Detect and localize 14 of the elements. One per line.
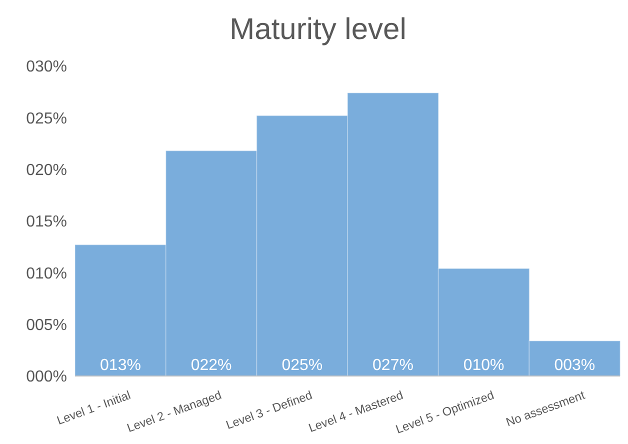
chart-title: Maturity level: [228, 12, 408, 48]
y-tick-label: 010%: [26, 265, 67, 282]
data-label: 010%: [463, 357, 504, 374]
data-label: 025%: [282, 357, 323, 374]
y-tick-label: 025%: [26, 110, 67, 128]
y-tick-label: 000%: [26, 368, 67, 386]
data-label: 013%: [100, 357, 141, 374]
data-label: 003%: [554, 357, 596, 374]
y-tick-label: 030%: [26, 58, 67, 76]
data-label: 022%: [190, 357, 232, 374]
y-tick-label: 005%: [26, 317, 67, 334]
y-tick-label: 015%: [26, 214, 67, 231]
y-tick-label: 020%: [26, 162, 67, 180]
data-label: 027%: [372, 357, 414, 374]
